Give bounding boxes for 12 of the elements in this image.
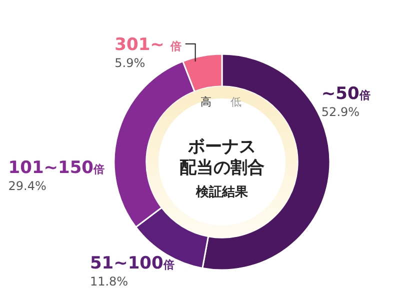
slice-label: 51~100倍 — [90, 254, 174, 274]
slice-label: ~50倍 — [321, 84, 370, 104]
text: 検証結果 — [195, 184, 249, 200]
data-label: 52.9% — [321, 105, 360, 120]
text: 高 — [200, 95, 212, 108]
text: ボーナス配当の割合 — [180, 137, 264, 178]
data-label: 29.4% — [8, 178, 46, 193]
data-label: 11.8% — [90, 274, 128, 289]
slice-label: 101~150倍 — [8, 158, 104, 178]
slice-label: 301~ 倍 — [114, 34, 182, 55]
data-label: 5.9% — [114, 56, 146, 70]
text: 低 — [230, 95, 242, 108]
